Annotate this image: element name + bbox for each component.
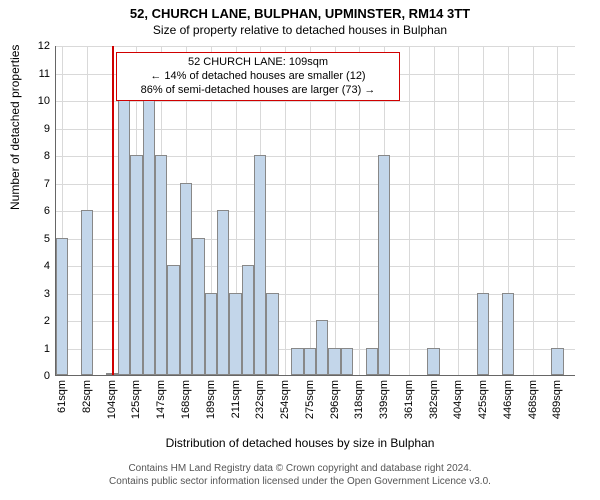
x-tick: 318sqm [353,380,365,419]
bar [56,238,68,376]
x-tick: 425sqm [477,380,489,419]
bar [155,155,167,375]
gridline-v [434,46,435,375]
bar [477,293,489,376]
bar [328,348,340,376]
x-tick: 296sqm [329,380,341,419]
x-tick: 168sqm [180,380,192,419]
x-tick: 404sqm [452,380,464,419]
x-tick: 489sqm [551,380,563,419]
attribution-line2: Contains public sector information licen… [109,476,491,487]
reference-line [112,46,114,375]
bar [266,293,278,376]
bar [143,100,155,375]
bar [242,265,254,375]
y-tick: 6 [20,205,50,217]
attribution-text: Contains HM Land Registry data © Crown c… [0,462,600,488]
bar [366,348,378,376]
x-tick: 104sqm [106,380,118,419]
bar [291,348,303,376]
bar [502,293,514,376]
bar [254,155,266,375]
y-tick: 8 [20,150,50,162]
x-tick: 232sqm [254,380,266,419]
y-tick: 0 [20,370,50,382]
bar [341,348,353,376]
x-tick: 125sqm [130,380,142,419]
x-tick: 211sqm [230,380,242,418]
x-tick: 339sqm [378,380,390,419]
x-tick: 189sqm [205,380,217,419]
bar [229,293,241,376]
bar [316,320,328,375]
gridline-v [533,46,534,375]
annotation-line: 52 CHURCH LANE: 109sqm [123,56,393,70]
bar [118,73,130,376]
gridline-h [56,129,575,130]
page-title: 52, CHURCH LANE, BULPHAN, UPMINSTER, RM1… [0,0,600,21]
x-tick: 275sqm [304,380,316,419]
y-tick: 7 [20,178,50,190]
bar [551,348,563,376]
bar [378,155,390,375]
y-tick: 1 [20,343,50,355]
annotation-line: 86% of semi-detached houses are larger (… [123,84,393,98]
bar [304,348,316,376]
bar [167,265,179,375]
x-tick: 147sqm [155,380,167,419]
bar [81,210,93,375]
y-tick: 10 [20,95,50,107]
y-tick: 12 [20,40,50,52]
plot-area: 012345678910111261sqm82sqm104sqm125sqm14… [55,46,575,376]
x-tick: 82sqm [81,380,93,413]
annotation-box: 52 CHURCH LANE: 109sqm← 14% of detached … [116,52,400,101]
bar [180,183,192,376]
y-tick: 5 [20,233,50,245]
gridline-v [409,46,410,375]
bar [192,238,204,376]
plot-inner: 012345678910111261sqm82sqm104sqm125sqm14… [55,46,575,376]
chart-subtitle: Size of property relative to detached ho… [0,21,600,37]
annotation-line: ← 14% of detached houses are smaller (12… [123,70,393,84]
chart-container: 52, CHURCH LANE, BULPHAN, UPMINSTER, RM1… [0,0,600,500]
x-tick: 446sqm [502,380,514,419]
bar [427,348,439,376]
y-tick: 3 [20,288,50,300]
x-tick: 61sqm [56,380,68,413]
y-tick: 9 [20,123,50,135]
x-tick: 382sqm [428,380,440,419]
gridline-h [56,46,575,47]
gridline-v [557,46,558,375]
x-axis-label: Distribution of detached houses by size … [0,436,600,450]
x-tick: 468sqm [527,380,539,419]
x-tick: 361sqm [403,380,415,419]
attribution-line1: Contains HM Land Registry data © Crown c… [128,463,471,474]
y-tick: 11 [20,68,50,80]
gridline-v [458,46,459,375]
y-tick: 4 [20,260,50,272]
bar [130,155,142,375]
bar [205,293,217,376]
bar [217,210,229,375]
x-tick: 254sqm [279,380,291,419]
y-tick: 2 [20,315,50,327]
